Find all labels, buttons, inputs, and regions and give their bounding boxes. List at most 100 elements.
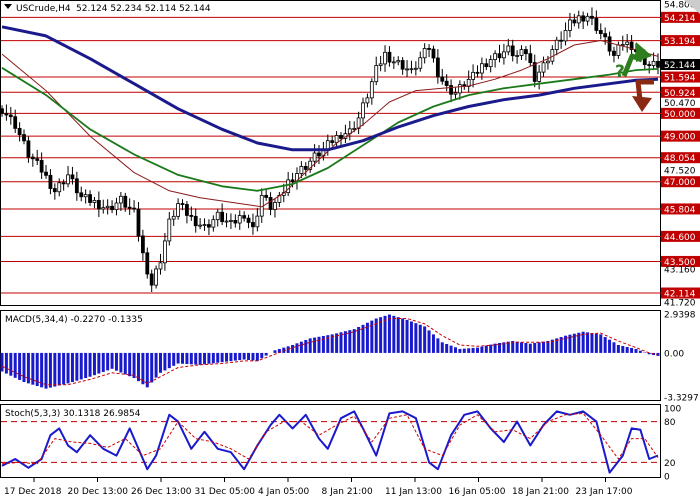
level-label: 51.594 [664,74,696,84]
level-label: 45.804 [664,205,696,215]
candle-body [488,59,493,68]
candle-body [145,252,150,275]
candle-body [149,273,154,286]
current-price-label: 52.144 [664,61,696,71]
candle-body [484,63,489,68]
candle-body [453,92,458,95]
stoch-d-line [1,412,659,465]
level-label-background [661,255,700,267]
candle-body [629,41,634,50]
candle-body [471,71,475,80]
level-label: 49.000 [664,133,696,143]
candle-body [215,211,220,221]
candle-body [497,53,502,59]
ma-slow-line [1,25,659,152]
stoch-level-lines [1,421,661,463]
candle-body [299,166,304,174]
candle-body [616,44,621,56]
level-label-background [661,287,700,299]
macd-tick-label: 0.00 [664,349,684,359]
candle-body [0,108,4,114]
candle-body [4,112,9,116]
candle-body [378,63,383,66]
candle-body [185,204,189,216]
candle-body [303,166,308,170]
candle-body [101,207,106,210]
candle-body [308,160,313,170]
candle-body [383,51,387,65]
level-label-background [661,35,700,47]
candle-body [251,222,255,228]
x-axis-label: 20 Dec 13:00 [68,487,129,497]
candle-body [312,152,317,162]
candle-body [193,215,198,227]
candle-body [264,194,269,198]
stoch-tick-label: 20 [664,459,676,469]
close-button[interactable] [684,0,700,14]
x-axis-label: 23 Jan 17:00 [576,487,633,497]
candle-body [110,205,114,211]
candle-body [563,30,568,42]
current-price-marker: 52.144 [661,59,700,71]
candle-body [211,219,216,228]
stoch-panel-frame [0,404,661,478]
candle-body [493,53,498,60]
symbol-triangle-icon [4,4,12,9]
close-corner-icon[interactable] [684,0,700,14]
candle-body [396,60,401,63]
level-label-background [661,11,700,23]
macd-signal-line [1,318,659,386]
ohlc-values: 52.124 52.234 52.114 52.144 [76,4,211,14]
candle-body [167,218,172,242]
candle-body [189,215,194,217]
candle-body [176,203,181,217]
candle-body [334,135,339,143]
candle-body [440,76,445,82]
current-price-background [661,59,700,71]
x-axis-label: 4 Jan 05:00 [258,487,310,497]
x-axis-label: 16 Jan 05:00 [449,487,506,497]
candle-body [22,134,26,142]
level-label-background [661,107,700,119]
candle-body [352,127,357,130]
x-axis-label: 17 Dec 2018 [4,487,62,497]
candle-body [546,60,550,64]
x-axis-label: 18 Jan 21:00 [512,487,569,497]
candle-body [449,85,453,95]
candle-body [207,224,211,228]
level-label: 47.000 [664,178,696,188]
x-axis-label: 31 Dec 05:00 [195,487,256,497]
stoch-k-line [1,410,659,474]
price-tick-label: 43.160 [664,266,696,276]
candle-body [127,206,132,209]
candle-body [361,102,365,119]
candle-body [519,49,524,56]
price-panel-title: USCrude,H4 52.124 52.234 52.114 52.144 [4,4,211,14]
candle-body [651,60,656,66]
candle-body [400,60,405,70]
level-label: 48.054 [664,154,696,164]
level-label: 50.924 [664,89,696,99]
stoch-tick-label: 0 [664,473,670,483]
candle-body [224,220,229,223]
candle-body [568,19,572,31]
candle-body [132,207,136,210]
stoch-title: Stoch(5,3,3) 30.1318 26.9854 [5,409,141,419]
candle-body [325,140,330,150]
level-label-background [661,130,700,142]
candle-body [290,179,295,183]
candle-body [625,41,630,45]
stoch-tick-label: 80 [664,418,676,428]
candle-body [8,114,13,118]
price-tick-label: 41.720 [664,299,696,309]
candle-body [330,140,335,143]
candle-body [44,171,48,176]
candle-body [202,224,207,226]
price-panel-frame [0,0,661,306]
candle-body [246,217,251,223]
macd-histogram [0,314,660,389]
candle-body [647,64,652,67]
candle-body [374,65,379,83]
candle-body [140,235,145,254]
